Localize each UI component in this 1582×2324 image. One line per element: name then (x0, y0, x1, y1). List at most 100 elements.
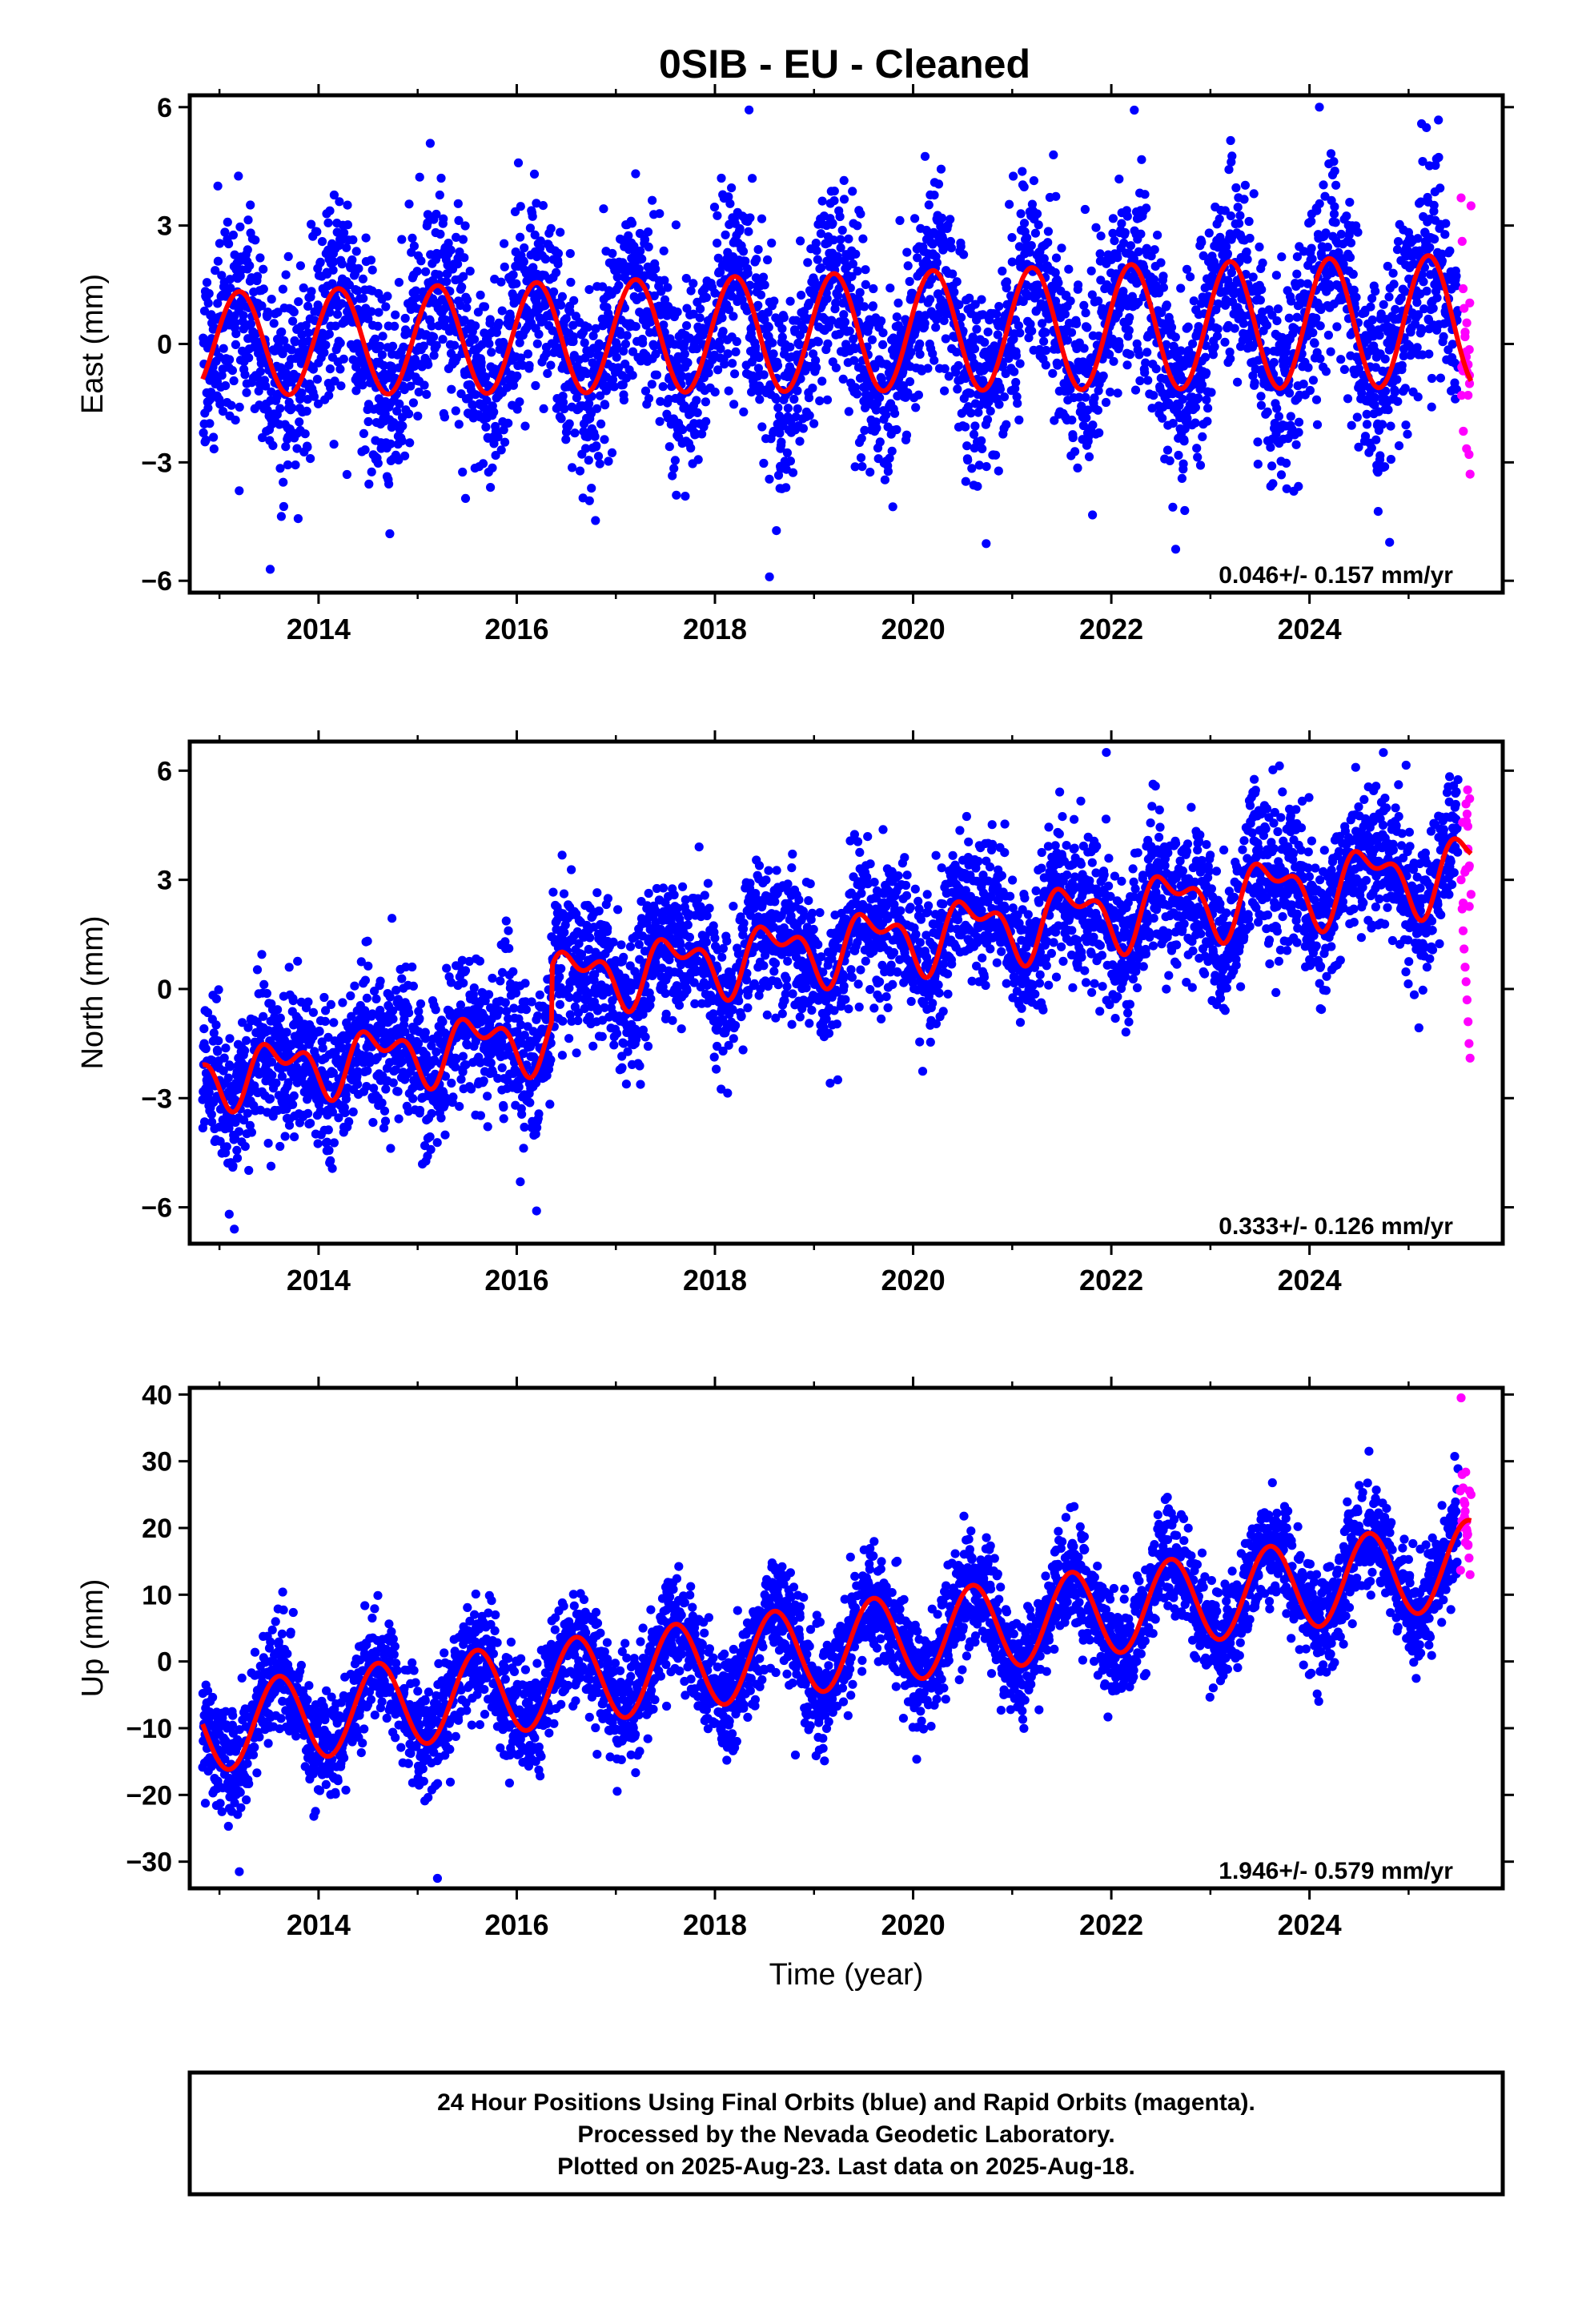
data-point (655, 209, 665, 219)
data-point (965, 293, 974, 303)
data-point (1204, 228, 1214, 238)
data-point (1401, 420, 1411, 430)
data-point (1120, 227, 1130, 238)
data-point (592, 441, 601, 451)
data-point (798, 424, 809, 433)
data-point (234, 1127, 244, 1136)
data-point (1254, 356, 1263, 365)
data-point (1169, 342, 1178, 352)
data-point (580, 338, 589, 348)
data-point (240, 1046, 250, 1055)
data-point (788, 468, 798, 477)
data-point (940, 364, 950, 373)
data-point (969, 429, 979, 440)
data-point (488, 463, 497, 472)
data-point (785, 456, 796, 466)
data-point (1315, 354, 1325, 364)
data-point (745, 280, 755, 290)
data-point (1354, 364, 1363, 374)
rapid-point (1465, 469, 1475, 479)
data-point (1383, 405, 1393, 415)
data-point (763, 255, 773, 265)
data-point (861, 265, 870, 275)
data-point (948, 269, 958, 279)
data-point (480, 372, 491, 382)
data-point (1025, 247, 1034, 257)
data-point (366, 255, 376, 265)
data-point (470, 335, 480, 344)
data-point (735, 223, 745, 234)
data-point (885, 453, 894, 463)
data-point (452, 232, 461, 242)
data-point (247, 1128, 256, 1137)
data-point (380, 1116, 391, 1126)
data-point (1441, 219, 1451, 228)
data-point (1292, 312, 1302, 322)
data-point (362, 993, 371, 1003)
data-point (880, 475, 889, 485)
data-point (485, 315, 495, 324)
data-point (959, 250, 969, 259)
data-point (279, 477, 288, 487)
data-point (591, 516, 600, 525)
data-point (1432, 293, 1442, 303)
data-point (1096, 275, 1106, 285)
data-point (564, 419, 574, 428)
data-point (940, 386, 950, 396)
data-point (777, 437, 786, 447)
data-point (1370, 392, 1379, 403)
data-point (701, 397, 711, 407)
data-point (720, 360, 729, 369)
data-point (234, 171, 243, 181)
rapid-point (1466, 201, 1476, 211)
data-point (283, 251, 293, 261)
data-point (334, 1113, 343, 1123)
data-point (406, 381, 416, 391)
data-point (326, 1156, 335, 1165)
data-point (903, 261, 913, 271)
data-point (1043, 238, 1053, 247)
data-point (622, 331, 632, 340)
data-point (353, 1080, 363, 1089)
data-point (419, 341, 428, 351)
data-point (1383, 261, 1392, 271)
data-point (1292, 252, 1302, 262)
data-point (363, 1066, 372, 1076)
data-point (259, 979, 269, 989)
data-point (745, 213, 755, 223)
data-point (604, 456, 613, 466)
data-point (303, 442, 312, 452)
data-point (1276, 470, 1287, 480)
data-point (235, 486, 244, 496)
data-point (1158, 283, 1168, 292)
data-point (1294, 417, 1304, 427)
data-point (540, 254, 551, 264)
data-point (1113, 253, 1122, 263)
data-point (1057, 243, 1066, 253)
data-point (556, 414, 566, 424)
data-point (1326, 149, 1336, 159)
data-point (961, 422, 970, 432)
data-point (323, 218, 333, 227)
data-point (307, 287, 316, 296)
data-point (211, 266, 220, 275)
data-point (668, 471, 677, 480)
data-point (1125, 313, 1134, 323)
data-point (839, 310, 849, 320)
data-point (213, 1047, 223, 1056)
data-point (1198, 432, 1207, 442)
data-point (528, 211, 537, 221)
data-point (1151, 364, 1161, 374)
data-point (754, 381, 765, 391)
data-point (553, 259, 563, 269)
data-point (644, 242, 653, 251)
data-point (612, 340, 622, 351)
data-point (1277, 252, 1287, 262)
data-point (1352, 412, 1362, 422)
data-point (219, 344, 228, 353)
data-point (1371, 363, 1380, 372)
data-point (367, 307, 376, 316)
data-point (325, 364, 335, 374)
data-point (1066, 328, 1077, 337)
data-point (494, 318, 504, 328)
